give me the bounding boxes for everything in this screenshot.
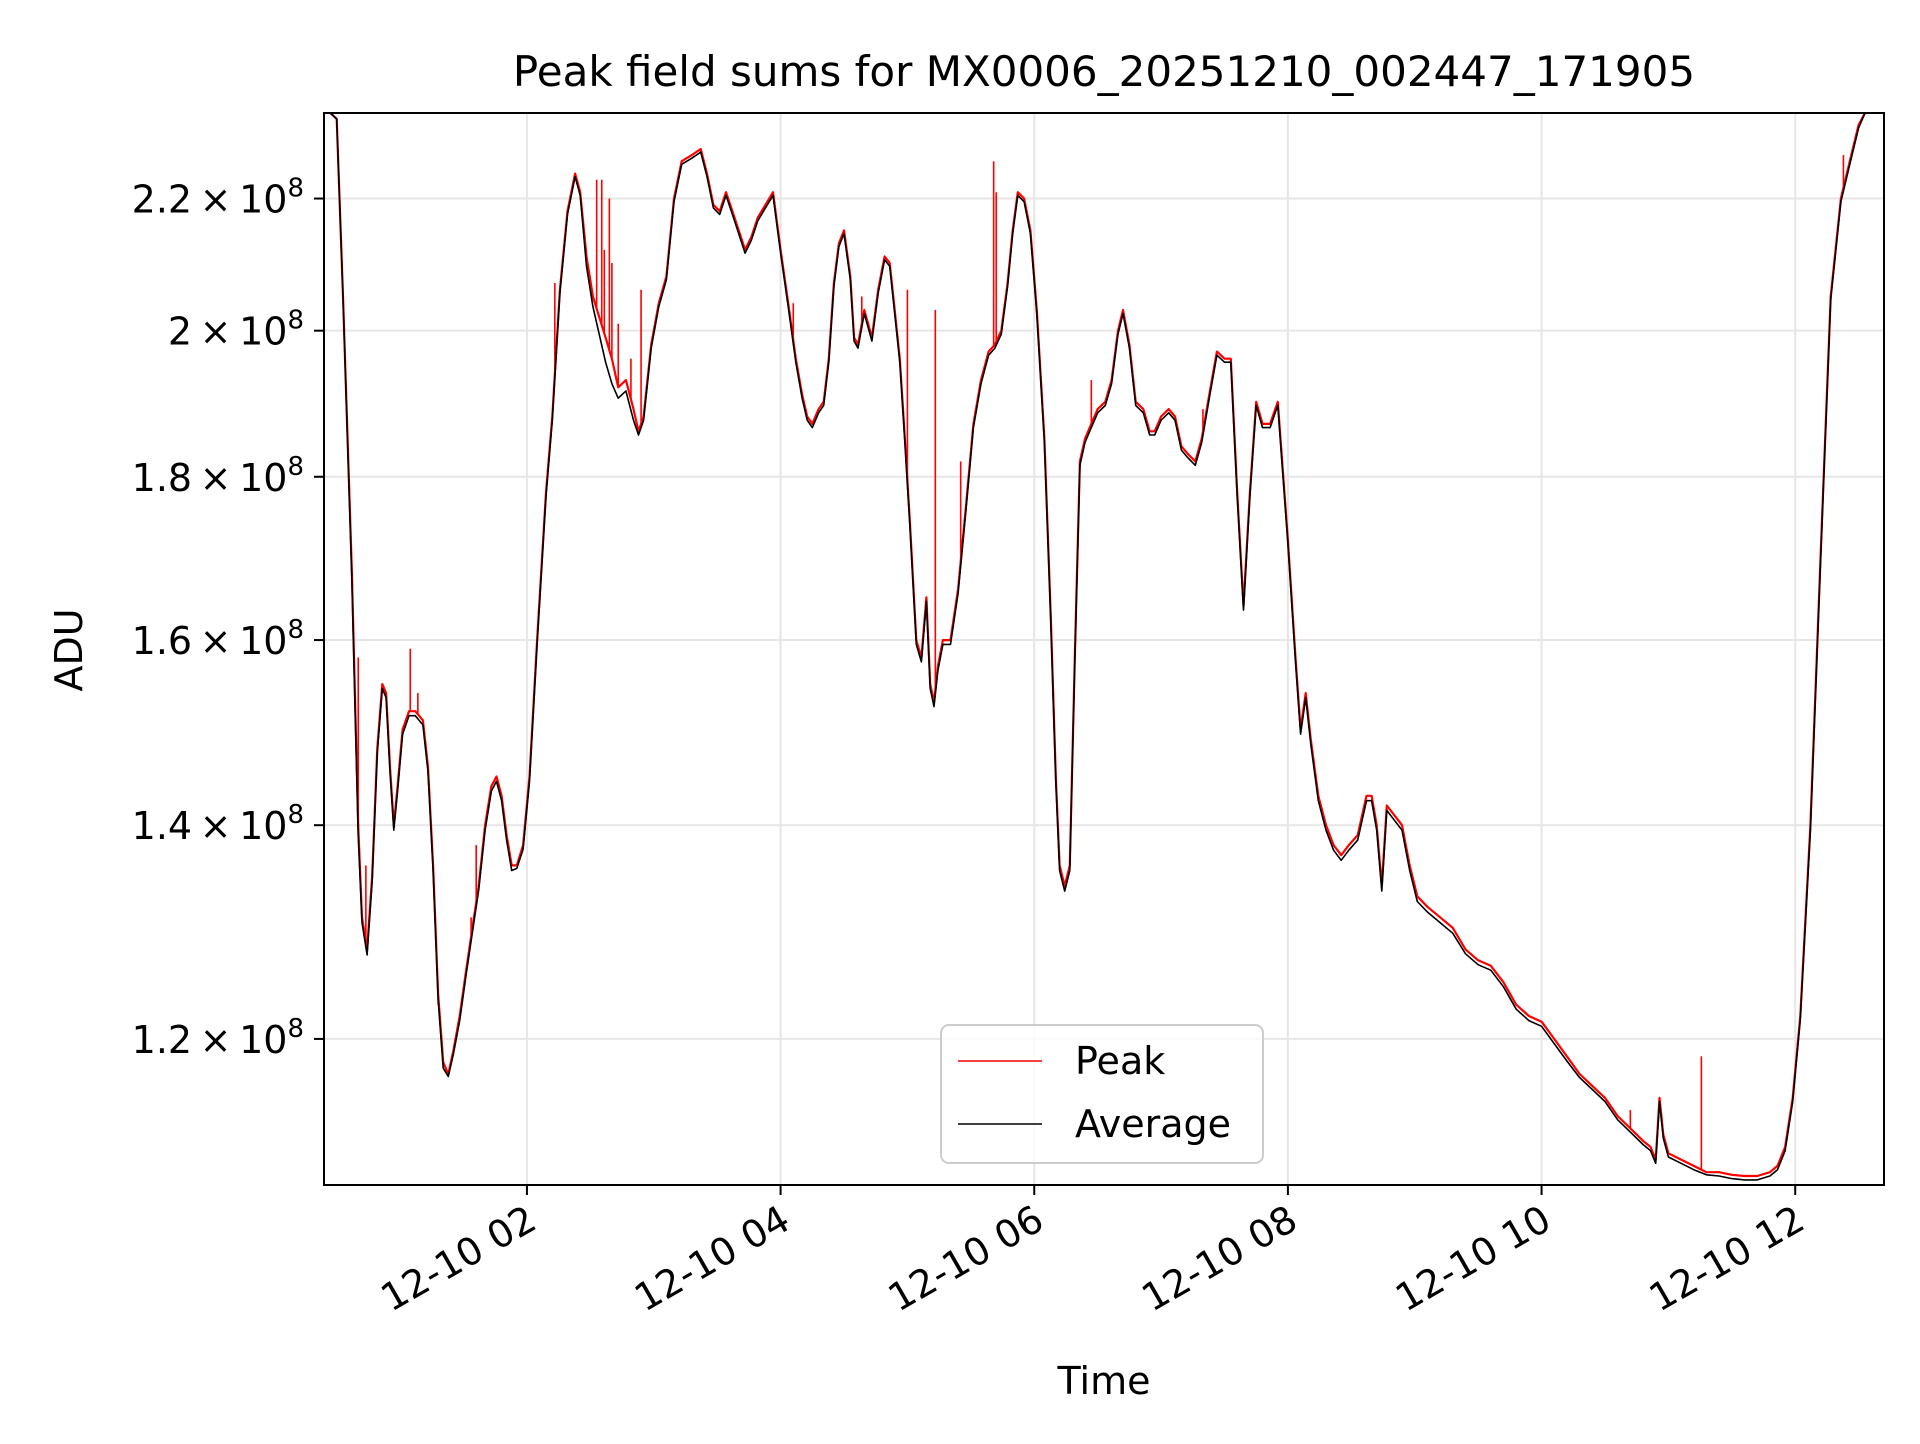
legend: Peak Average <box>940 1024 1264 1164</box>
y-tick-label: 2 × 108 <box>168 306 304 354</box>
plot-lines <box>329 113 1866 1181</box>
y-tick-label: 1.4 × 108 <box>132 800 304 848</box>
grid-lines <box>324 113 1884 1185</box>
y-tick-label: 1.8 × 108 <box>132 452 304 500</box>
y-axis-ticks: 1.2 × 108 1.4 × 108 1.6 × 108 1.8 × 108 2 × … <box>132 174 324 1062</box>
series-line-average <box>329 113 1866 1181</box>
legend-average-label: Average <box>1075 1102 1231 1146</box>
y-tick-label: 1.2 × 108 <box>132 1014 304 1062</box>
y-tick-label: 1.6 × 108 <box>132 615 304 663</box>
plot-frame <box>323 112 1885 1186</box>
chart-title: Peak field sums for MX0006_20251210_0024… <box>513 47 1695 96</box>
y-axis-label: ADU <box>47 608 91 691</box>
legend-box <box>940 1024 1264 1164</box>
y-tick-label: 2.2 × 108 <box>132 174 304 222</box>
x-axis-label: Time <box>1057 1359 1151 1403</box>
legend-peak-label: Peak <box>1075 1039 1165 1083</box>
